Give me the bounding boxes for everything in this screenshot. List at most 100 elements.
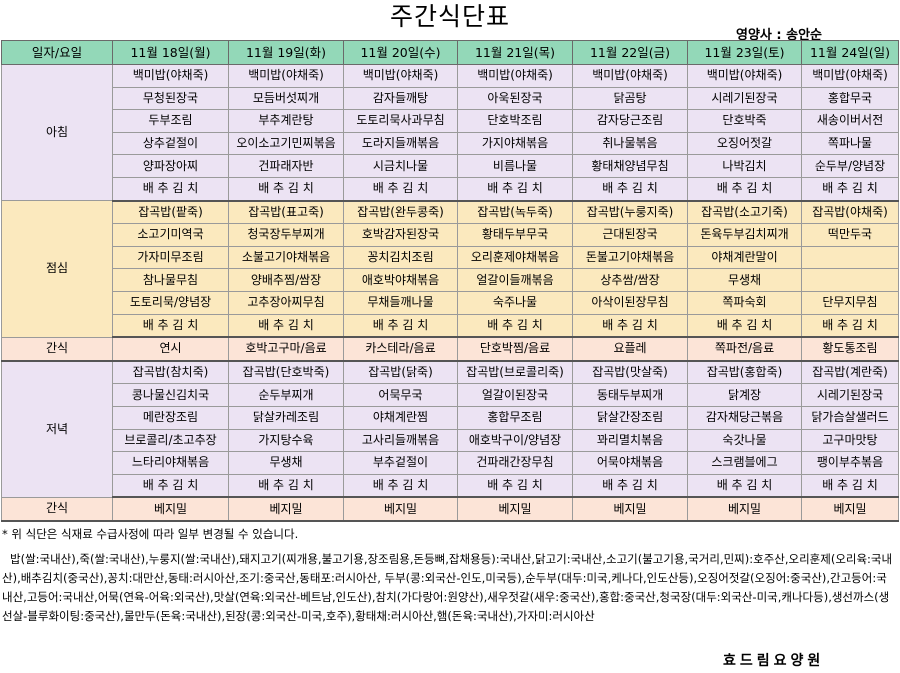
table-row: 가자미무조림 소불고기야채볶음 꽁치김치조림 오리훈제야채볶음 돈불고기야채볶음 야채계란…	[2, 245, 899, 270]
table-row: 점심 잡곡밥(팥죽) 잡곡밥(표고죽) 잡곡밥(완두콩죽) 잡곡밥(녹두죽) 잡곡밥(누룽…	[1, 200, 899, 338]
menu-cell: 카스테라/음료	[343, 336, 458, 362]
menu-cell: 배 추 김 치	[343, 313, 458, 339]
menu-cell: 떡만두국	[801, 223, 899, 247]
menu-cell: 홍합무국	[801, 86, 899, 111]
menu-cell: 야채계란찜	[343, 405, 458, 430]
menu-cell: 무생채	[228, 451, 344, 475]
menu-cell: 베지밀	[572, 496, 688, 522]
menu-cell: 호박감자된장국	[343, 223, 458, 247]
menu-cell: 감자채당근볶음	[687, 405, 802, 430]
menu-cell: 배 추 김 치	[801, 473, 899, 499]
menu-cell: 메란장조림	[112, 405, 229, 430]
table-row: 무청된장국 모듬버섯찌개 감자들깨탕 아욱된장국 닭곰탕 시레기된장국 홍합무국	[2, 86, 899, 111]
menu-cell: 백미밥(야채죽)	[572, 64, 688, 88]
table-row: 간식 베지밀 베지밀 베지밀 베지밀 베지밀 베지밀 베지밀	[1, 496, 899, 522]
menu-cell: 숙갓나물	[687, 428, 802, 453]
menu-cell	[801, 268, 899, 292]
menu-cell: 감자당근조림	[572, 109, 688, 133]
meal-label-cell: 점심	[1, 200, 113, 338]
menu-cell: 호박고구마/음료	[228, 336, 344, 362]
day-header-cell: 11월 18일(월)	[112, 40, 229, 65]
menu-cell: 숙주나물	[457, 290, 573, 315]
menu-cell: 잡곡밥(닭죽)	[343, 360, 458, 385]
menu-cell: 단호박찜/음료	[457, 336, 573, 362]
menu-cell: 배 추 김 치	[228, 473, 344, 499]
menu-cell: 잡곡밥(홍합죽)	[687, 360, 802, 385]
menu-cell: 취나물볶음	[572, 131, 688, 156]
menu-cell: 야채계란말이	[687, 245, 802, 270]
menu-cell: 콩나물신김치국	[112, 383, 229, 407]
menu-cell: 잡곡밥(참치죽)	[112, 360, 229, 385]
menu-cell: 배 추 김 치	[687, 313, 802, 339]
menu-cell: 요플레	[572, 336, 688, 362]
menu-cell: 백미밥(야채죽)	[228, 64, 344, 88]
menu-cell: 잡곡밥(맛살죽)	[572, 360, 688, 385]
menu-cell: 닭살카레조림	[228, 405, 344, 430]
table-row: 저녁 잡곡밥(참치죽) 잡곡밥(단호박죽) 잡곡밥(닭죽) 잡곡밥(브로콜리죽) 잡곡밥(…	[1, 360, 899, 498]
menu-cell: 닭가슴살샐러드	[801, 405, 899, 430]
day-header-cell: 11월 22일(금)	[572, 40, 688, 65]
header-row: 일자/요일 11월 18일(월) 11월 19일(화) 11월 20일(수) 11월 2…	[1, 40, 899, 65]
header-label-cell: 일자/요일	[1, 40, 113, 65]
menu-cell: 새송이버서전	[801, 109, 899, 133]
menu-cell: 배 추 김 치	[112, 176, 229, 202]
menu-cell: 쪽파나물	[801, 131, 899, 156]
menu-cell: 시레기된장국	[687, 86, 802, 111]
menu-cell: 닭계장	[687, 383, 802, 407]
menu-cell: 애호박구이/양념장	[457, 428, 573, 453]
menu-cell: 백미밥(야채죽)	[801, 64, 899, 88]
menu-cell: 가지야채볶음	[457, 131, 573, 156]
origin-info: 밥(쌀:국내산),죽(쌀:국내산),누룽지(쌀:국내산),돼지고기(찌개용,불고…	[2, 552, 893, 623]
menu-cell: 스크램블에그	[687, 451, 802, 475]
menu-cell: 오징어젓갈	[687, 131, 802, 156]
menu-cell: 무생채	[687, 268, 802, 292]
menu-cell: 배 추 김 치	[228, 176, 344, 202]
table-row: 느타리야채볶음 무생채 부추겉절이 건파래간장무침 어묵야채볶음 스크램블에그 팽이부추볶음	[2, 451, 899, 475]
menu-cell: 도토리묵/양념장	[112, 290, 229, 315]
menu-cell: 어묵무국	[343, 383, 458, 407]
menu-cell: 잡곡밥(녹두죽)	[457, 200, 573, 225]
table-row: 소고기미역국 청국장두부찌개 호박감자된장국 황태두부무국 근대된장국 돈육두부김치찌개 떡…	[2, 223, 899, 247]
menu-cell: 상추쌈/쌈장	[572, 268, 688, 292]
menu-cell: 순두부/양념장	[801, 154, 899, 178]
menu-cell: 잡곡밥(누룽지죽)	[572, 200, 688, 225]
menu-cell: 오이소고기민찌볶음	[228, 131, 344, 156]
menu-cell: 배 추 김 치	[112, 473, 229, 499]
change-notice: * 위 식단은 식재료 수급사정에 따라 일부 변경될 수 있습니다.	[2, 527, 299, 541]
table-row: 간식 연시 호박고구마/음료 카스테라/음료 단호박찜/음료 요플레 쪽파전/음료 황도통조림	[1, 336, 899, 362]
menu-cell: 배 추 김 치	[687, 473, 802, 499]
menu-cell: 배 추 김 치	[343, 176, 458, 202]
page-title: 주간식단표	[389, 2, 510, 31]
menu-cell: 베지밀	[228, 496, 344, 522]
menu-cell: 잡곡밥(팥죽)	[112, 200, 229, 225]
table-row: 양파장아찌 건파래자반 시금치나물 비름나물 황태채양념무침 나박김치 순두부/양념장	[2, 154, 899, 178]
menu-cell: 어묵야채볶음	[572, 451, 688, 475]
menu-cell: 감자들깨탕	[343, 86, 458, 111]
day-header-cell: 11월 24일(일)	[801, 40, 899, 65]
menu-cell: 나박김치	[687, 154, 802, 178]
menu-cell: 브로콜리/초고추장	[112, 428, 229, 453]
menu-cell: 배 추 김 치	[801, 176, 899, 202]
menu-cell: 건파래간장무침	[457, 451, 573, 475]
menu-cell: 양파장아찌	[112, 154, 229, 178]
menu-cell: 두부조림	[112, 109, 229, 133]
table-row: 도토리묵/양념장 고추장아찌무침 무채들깨나물 숙주나물 아삭이된장무침 쪽파숙회 단무지무…	[2, 290, 899, 315]
table-row: 참나물무침 양배추찜/쌈장 애호박야채볶음 얼갈이들깨볶음 상추쌈/쌈장 무생채	[2, 268, 899, 292]
menu-cell: 애호박야채볶음	[343, 268, 458, 292]
menu-cell	[801, 245, 899, 270]
menu-cell: 쪽파전/음료	[687, 336, 802, 362]
menu-cell: 닭살간장조림	[572, 405, 688, 430]
menu-cell: 배 추 김 치	[572, 473, 688, 499]
table-row: 아침 백미밥(야채죽) 백미밥(야채죽) 백미밥(야채죽) 백미밥(야채죽) 백미밥(야채…	[1, 63, 899, 202]
menu-cell: 황도통조림	[801, 336, 899, 362]
menu-cell: 백미밥(야채죽)	[457, 64, 573, 88]
menu-cell: 건파래자반	[228, 154, 344, 178]
menu-cell: 쪽파숙회	[687, 290, 802, 315]
menu-cell: 참나물무침	[112, 268, 229, 292]
menu-cell: 아삭이된장무침	[572, 290, 688, 315]
menu-cell: 비름나물	[457, 154, 573, 178]
menu-cell: 모듬버섯찌개	[228, 86, 344, 111]
menu-cell: 고추장아찌무침	[228, 290, 344, 315]
menu-cell: 꽈리멸치볶음	[572, 428, 688, 453]
